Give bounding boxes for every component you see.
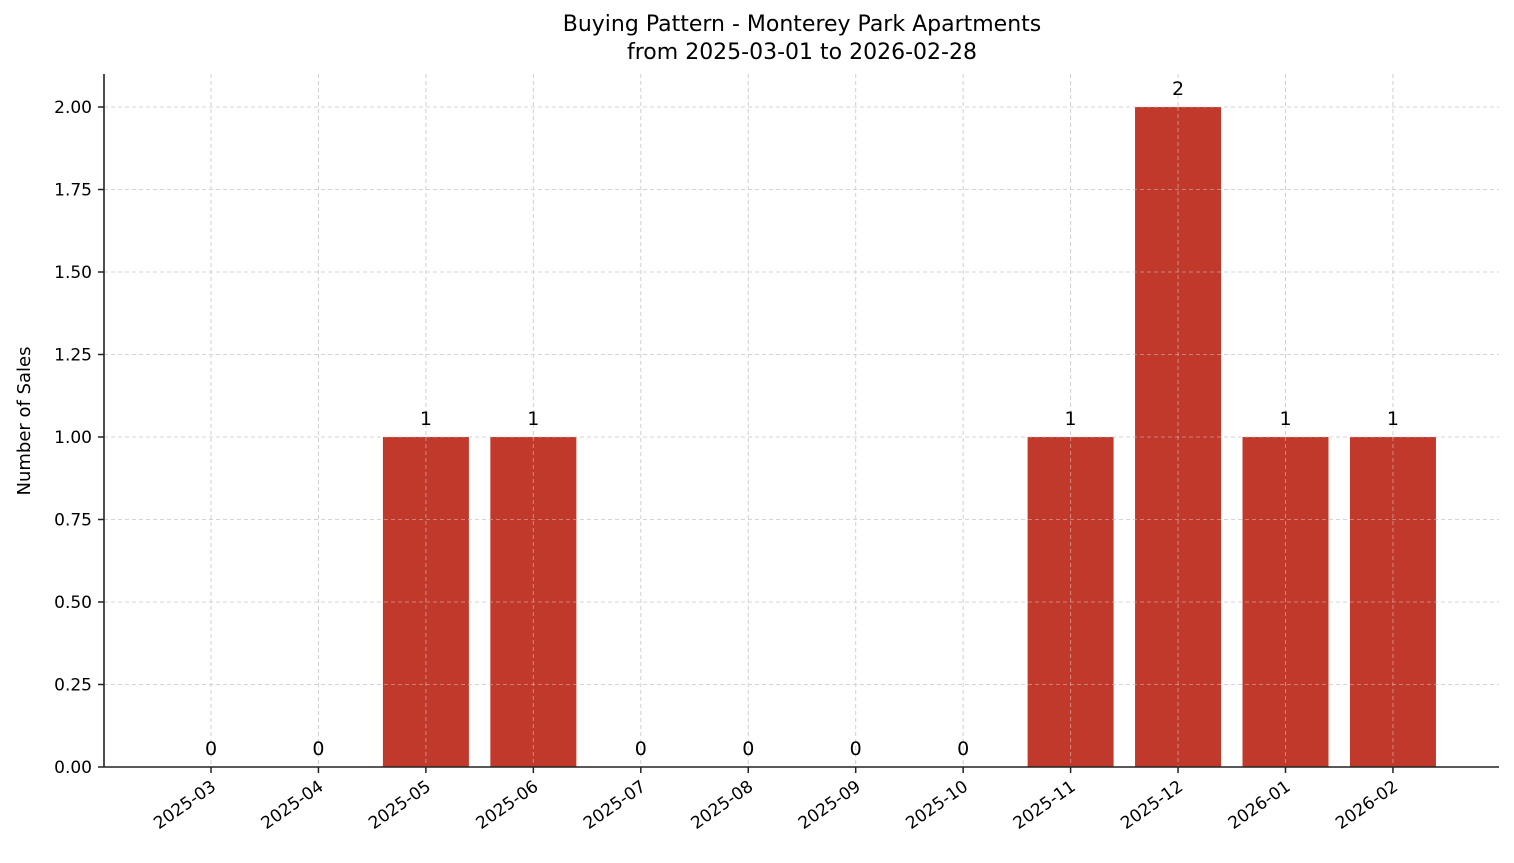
x-tick-label: 2025-10 [902,777,972,834]
bar-value-label: 0 [957,738,969,760]
bar-value-label: 1 [1387,408,1399,430]
x-tick-label: 2025-07 [580,777,650,834]
x-tick-label: 2025-11 [1010,777,1080,834]
y-tick-label: 0.00 [54,758,92,778]
x-tick-label: 2025-03 [150,777,220,834]
bar-value-label: 1 [527,408,539,430]
bar-value-label: 0 [635,738,647,760]
x-tick-label: 2025-06 [473,777,543,834]
y-tick-label: 1.25 [54,346,92,366]
bar-value-label: 1 [1279,408,1291,430]
x-tick-label: 2025-12 [1117,777,1187,834]
bars: 0 0 1 1 0 0 0 0 1 2 1 1 [104,78,1499,768]
y-tick-label: 0.25 [54,676,92,696]
x-tick-label: 2025-05 [365,777,435,834]
y-tick-label: 1.00 [54,428,92,448]
bar-value-label: 0 [205,738,217,760]
bar-value-label: 0 [312,738,324,760]
x-tick-label: 2025-08 [687,777,757,834]
bar-value-label: 2 [1172,78,1184,100]
bar-value-label: 0 [850,738,862,760]
y-tick-label: 1.50 [54,263,92,283]
bar-value-label: 0 [742,738,754,760]
x-tick-label: 2026-01 [1225,777,1295,834]
y-tick-label: 0.75 [54,511,92,531]
y-axis-label: Number of Sales [14,346,35,495]
y-tick-label: 1.75 [54,181,92,201]
x-tick-label: 2025-04 [258,777,328,834]
bar-value-label: 1 [420,408,432,430]
y-tick-label: 0.50 [54,593,92,613]
y-tick-label: 2.00 [54,98,92,118]
chart-title: Buying Pattern - Monterey Park Apartment… [562,12,1042,37]
bar-value-label: 1 [1065,408,1077,430]
x-tick-label: 2026-02 [1332,777,1402,834]
chart-subtitle: from 2025-03-01 to 2026-02-28 [627,40,977,65]
x-tick-label: 2025-09 [795,777,865,834]
